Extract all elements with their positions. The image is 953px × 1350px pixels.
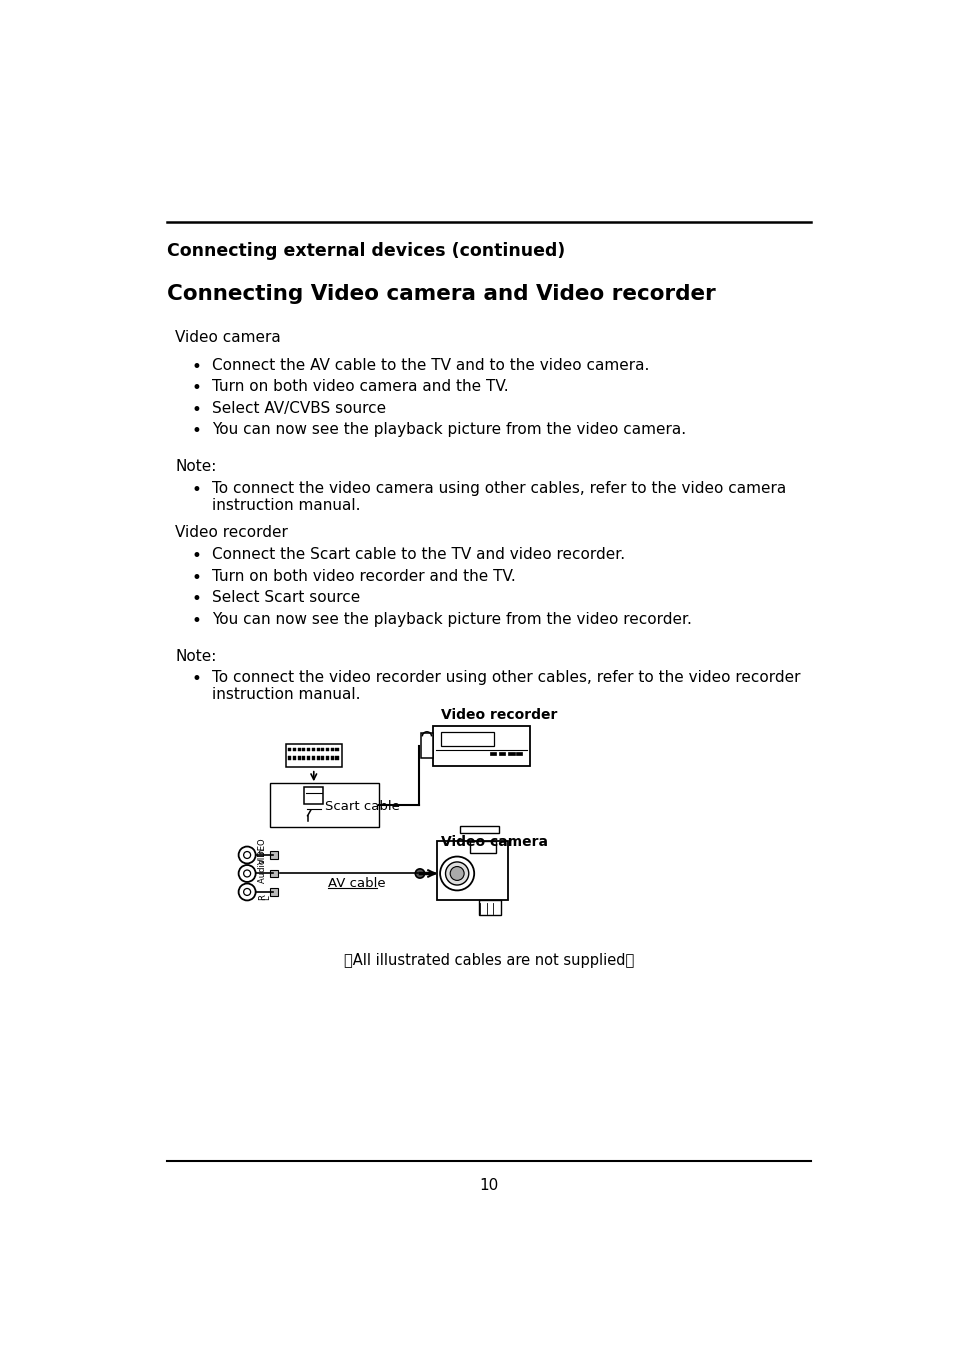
Text: You can now see the playback picture from the video recorder.: You can now see the playback picture fro… <box>212 612 691 626</box>
Text: Connecting Video camera and Video recorder: Connecting Video camera and Video record… <box>167 284 716 304</box>
Text: •: • <box>192 670 201 688</box>
Text: 10: 10 <box>478 1179 498 1193</box>
Bar <box>331 748 334 751</box>
Bar <box>270 869 278 878</box>
Text: Note:: Note: <box>174 648 216 664</box>
Bar <box>316 748 319 751</box>
Circle shape <box>439 856 474 891</box>
Bar <box>440 732 493 745</box>
Bar <box>459 826 498 833</box>
Bar <box>326 756 329 760</box>
Text: VIDEO: VIDEO <box>257 837 267 864</box>
Bar <box>302 748 305 751</box>
Bar <box>321 748 324 751</box>
Bar <box>316 756 319 760</box>
Text: Video recorder: Video recorder <box>174 525 288 540</box>
Text: Scart cable: Scart cable <box>324 801 399 813</box>
Bar <box>335 756 338 760</box>
Text: •: • <box>192 612 201 629</box>
Text: To connect the video recorder using other cables, refer to the video recorder: To connect the video recorder using othe… <box>212 670 800 686</box>
Circle shape <box>243 888 251 895</box>
Circle shape <box>238 883 255 900</box>
Text: Video recorder: Video recorder <box>440 707 557 722</box>
Bar <box>307 756 310 760</box>
Bar <box>508 752 514 755</box>
Text: •: • <box>192 379 201 397</box>
Bar <box>312 748 314 751</box>
Bar <box>297 748 300 751</box>
Circle shape <box>445 861 468 886</box>
Text: •: • <box>192 401 201 418</box>
Bar <box>270 850 278 859</box>
Text: R: R <box>257 894 267 899</box>
Text: Connect the AV cable to the TV and to the video camera.: Connect the AV cable to the TV and to th… <box>212 358 649 373</box>
Text: •: • <box>192 358 201 375</box>
Text: Turn on both video camera and the TV.: Turn on both video camera and the TV. <box>212 379 508 394</box>
Bar <box>293 748 295 751</box>
Bar <box>331 756 334 760</box>
Bar <box>307 748 310 751</box>
Text: •: • <box>192 590 201 608</box>
Text: •: • <box>192 481 201 498</box>
Circle shape <box>243 852 251 859</box>
Bar <box>270 783 378 828</box>
Text: •: • <box>192 568 201 586</box>
Bar <box>288 756 291 760</box>
Text: •: • <box>192 547 201 566</box>
Text: Turn on both video recorder and the TV.: Turn on both video recorder and the TV. <box>212 568 516 583</box>
Text: Select Scart source: Select Scart source <box>212 590 360 605</box>
Bar <box>288 748 291 751</box>
Bar <box>489 752 496 755</box>
Text: instruction manual.: instruction manual. <box>212 498 360 513</box>
Text: AV cable: AV cable <box>328 876 386 890</box>
Bar <box>304 787 323 805</box>
Text: Select AV/CVBS source: Select AV/CVBS source <box>212 401 386 416</box>
Text: •: • <box>192 423 201 440</box>
Text: （All illustrated cables are not supplied）: （All illustrated cables are not supplied… <box>343 953 634 968</box>
Bar <box>335 748 338 751</box>
Circle shape <box>243 869 251 878</box>
Text: Note:: Note: <box>174 459 216 474</box>
Text: Video camera: Video camera <box>440 836 547 849</box>
Text: Video camera: Video camera <box>174 329 280 344</box>
Bar <box>321 756 324 760</box>
Circle shape <box>415 869 424 878</box>
Text: Audio In: Audio In <box>257 848 267 883</box>
Bar <box>297 756 300 760</box>
Text: instruction manual.: instruction manual. <box>212 687 360 702</box>
Text: Connect the Scart cable to the TV and video recorder.: Connect the Scart cable to the TV and vi… <box>212 547 625 562</box>
Circle shape <box>238 846 255 864</box>
Text: To connect the video camera using other cables, refer to the video camera: To connect the video camera using other … <box>212 481 785 495</box>
Bar <box>436 841 508 899</box>
Bar <box>326 748 329 751</box>
Bar <box>498 752 505 755</box>
Circle shape <box>450 867 464 880</box>
Bar <box>478 899 500 915</box>
Bar <box>293 756 295 760</box>
Bar <box>516 752 521 755</box>
Text: Connecting external devices (continued): Connecting external devices (continued) <box>167 242 565 261</box>
Bar <box>420 733 433 757</box>
Text: L: L <box>262 895 272 899</box>
Bar <box>433 726 530 765</box>
Circle shape <box>238 865 255 882</box>
Bar <box>312 756 314 760</box>
Bar <box>286 744 341 767</box>
Bar <box>302 756 305 760</box>
Bar <box>469 841 496 853</box>
Bar <box>270 888 278 896</box>
Text: You can now see the playback picture from the video camera.: You can now see the playback picture fro… <box>212 423 685 437</box>
